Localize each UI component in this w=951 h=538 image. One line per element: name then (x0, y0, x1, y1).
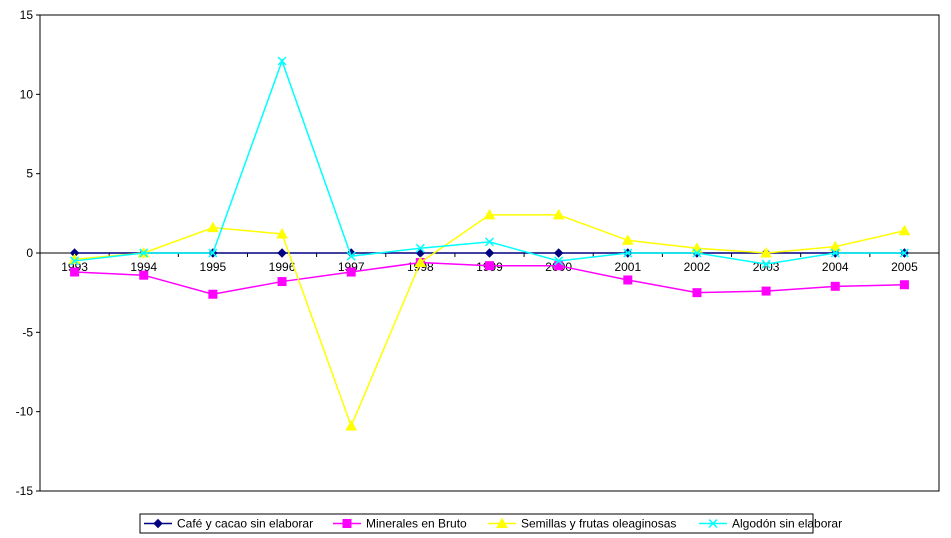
data-point (484, 248, 495, 258)
data-point (207, 221, 219, 233)
data-point (761, 286, 771, 296)
data-point (139, 270, 149, 280)
series-layer (68, 56, 911, 431)
data-point (899, 280, 909, 290)
y-tick-label: -15 (16, 484, 34, 498)
legend-item: Algodón sin elaborar (699, 517, 842, 531)
data-point (692, 288, 702, 298)
data-point (277, 56, 287, 66)
series-line (74, 58, 905, 265)
legend-label: Café y cacao sin elaborar (177, 517, 313, 531)
legend-item: Minerales en Bruto (333, 517, 467, 531)
data-point (345, 419, 358, 431)
legend-frame (139, 513, 814, 534)
series-3 (70, 56, 909, 269)
legend-item: Semillas y frutas oleaginosas (488, 517, 676, 531)
data-point (552, 208, 565, 220)
y-tick-label: -5 (22, 325, 33, 339)
data-point (276, 227, 288, 239)
data-point (830, 281, 840, 291)
legend-swatch-marker (496, 517, 508, 528)
series-line (74, 214, 905, 429)
data-point (415, 243, 425, 253)
data-point (761, 259, 771, 269)
data-point (623, 248, 633, 258)
x-tick-label: 1995 (200, 260, 227, 274)
y-tick-label: 5 (26, 167, 33, 181)
data-point (70, 267, 80, 277)
x-tick-label: 2002 (684, 260, 711, 274)
data-point (623, 275, 633, 285)
legend-label: Algodón sin elaborar (732, 517, 842, 531)
x-tick-label: 2001 (614, 260, 641, 274)
data-point (414, 256, 427, 268)
data-point (553, 248, 564, 258)
data-point (346, 267, 356, 277)
legend-swatch-marker (708, 518, 718, 529)
data-point (483, 208, 496, 220)
data-point (692, 248, 702, 258)
data-point (829, 240, 842, 252)
y-tick-label: 15 (20, 8, 34, 22)
legend-label: Minerales en Bruto (366, 517, 467, 531)
data-point (139, 248, 149, 258)
data-point (621, 234, 634, 245)
data-point (277, 277, 287, 287)
data-point (70, 256, 80, 266)
legend-swatch-marker (153, 518, 163, 529)
data-point (760, 246, 772, 258)
legend-item: Café y cacao sin elaborar (144, 517, 313, 531)
x-tick-label: 1996 (269, 260, 296, 274)
data-point (898, 224, 911, 236)
x-tick-label: 2005 (891, 260, 918, 274)
series-1 (70, 258, 909, 299)
data-point (554, 256, 564, 266)
x-tick-label: 1993 (61, 260, 88, 274)
y-tick-label: 0 (26, 246, 33, 260)
data-point (484, 237, 495, 247)
data-point (830, 248, 840, 258)
legend-label: Semillas y frutas oleaginosas (521, 517, 676, 531)
data-point (208, 248, 218, 258)
data-point (277, 248, 287, 258)
data-point (208, 289, 218, 299)
legend-swatch-marker (342, 519, 352, 528)
legend: Café y cacao sin elaborar Minerales en Br… (139, 513, 842, 534)
data-point (899, 248, 909, 258)
y-tick-label: -10 (16, 405, 34, 419)
data-point (346, 251, 356, 261)
x-tick-label: 2004 (822, 260, 849, 274)
x-tick-label: 1994 (130, 260, 157, 274)
y-tick-label: 10 (20, 87, 34, 101)
data-point (485, 261, 494, 271)
